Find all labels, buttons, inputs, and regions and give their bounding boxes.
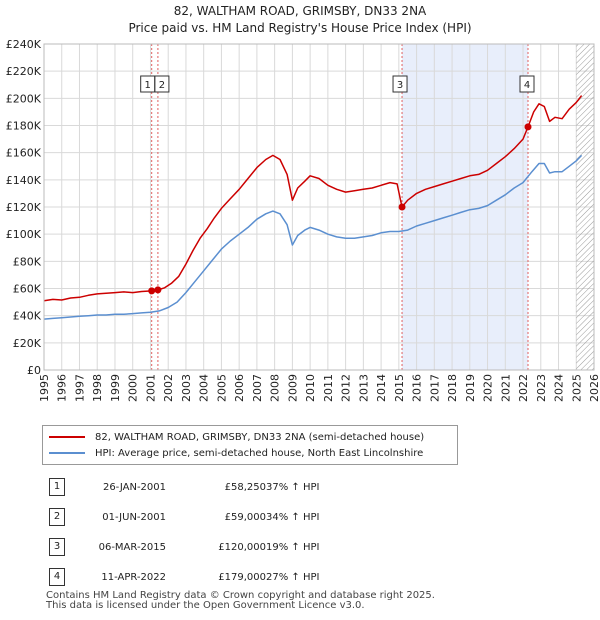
x-tick-label: 1999: [109, 374, 122, 402]
sale-number-badge: 1: [49, 478, 65, 496]
table-row: 4 11-APR-2022 £179,000 27% ↑ HPI: [38, 562, 366, 592]
x-tick-label: 2022: [517, 374, 530, 402]
x-tick-label: 2020: [482, 374, 495, 402]
x-tick-label: 2006: [233, 374, 246, 402]
sale-hpi-change: 37% ↑ HPI: [266, 481, 320, 493]
legend: 82, WALTHAM ROAD, GRIMSBY, DN33 2NA (sem…: [42, 425, 458, 465]
x-tick-label: 2012: [340, 374, 353, 402]
price-chart: 1 2 3 4 £0 £20K £40K £60K £80K £100K £120K £140K £16…: [6, 38, 600, 402]
sale-hpi-change: 27% ↑ HPI: [266, 571, 320, 583]
table-row: 1 26-JAN-2001 £58,250 37% ↑ HPI: [38, 472, 366, 502]
chart-subtitle: Price paid vs. HM Land Registry's House …: [128, 21, 472, 35]
sale-price: £58,250: [224, 481, 266, 493]
sale-hpi-change: 34% ↑ HPI: [266, 511, 320, 523]
y-tick-label: £240K: [6, 38, 42, 51]
x-tick-label: 2026: [588, 374, 600, 402]
y-tick-label: £180K: [6, 120, 42, 133]
legend-label-property: 82, WALTHAM ROAD, GRIMSBY, DN33 2NA (sem…: [95, 431, 425, 443]
x-tick-label: 2025: [570, 374, 583, 402]
sale-number-badge: 4: [49, 568, 65, 586]
x-tick-label: 2014: [375, 374, 388, 402]
x-tick-label: 2010: [304, 374, 317, 402]
y-tick-label: £140K: [6, 174, 42, 187]
x-tick-label: 1998: [91, 374, 104, 402]
y-tick-label: £20K: [13, 337, 42, 350]
x-tick-label: 2013: [357, 374, 370, 402]
x-tick-label: 1997: [73, 374, 86, 402]
sale-date: 26-JAN-2001: [102, 481, 166, 493]
footer-copyright: Contains HM Land Registry data © Crown c…: [46, 590, 435, 601]
sale-label-box: [519, 75, 535, 93]
x-tick-label: 2002: [162, 374, 175, 402]
x-tick-label: 2015: [393, 374, 406, 402]
sale-point: [154, 286, 162, 294]
x-tick-label: 2000: [127, 374, 140, 402]
plot-frame: [43, 43, 595, 371]
y-tick-label: £60K: [13, 283, 42, 296]
property-series-line: [43, 95, 583, 302]
x-tick-label: 2003: [180, 374, 193, 402]
x-tick-label: 2016: [411, 374, 424, 402]
sale-label-number: 3: [397, 80, 403, 91]
table-row: 3 06-MAR-2015 £120,000 19% ↑ HPI: [38, 532, 366, 562]
sale-date: 06-MAR-2015: [98, 541, 166, 553]
sale-label-number: 4: [524, 80, 530, 91]
sale-point: [398, 203, 406, 211]
sale-date: 11-APR-2022: [101, 571, 166, 583]
sale-price: £179,000: [218, 571, 266, 583]
sale-hpi-change: 19% ↑ HPI: [266, 541, 320, 553]
x-tick-label: 2019: [464, 374, 477, 402]
x-tick-label: 2007: [251, 374, 264, 402]
table-row: 2 01-JUN-2001 £59,000 34% ↑ HPI: [38, 502, 366, 532]
forecast-hatch: [576, 44, 594, 370]
sale-label-number: 1: [145, 80, 151, 91]
x-tick-label: 2005: [215, 374, 228, 402]
y-tick-label: £120K: [6, 201, 42, 214]
legend-swatch-hpi: [49, 452, 85, 454]
sale-point: [148, 287, 156, 295]
sales-table: 1 26-JAN-2001 £58,250 37% ↑ HPI 2 01-JUN…: [38, 472, 366, 592]
x-tick-label: 1996: [56, 374, 69, 402]
legend-item-property: 82, WALTHAM ROAD, GRIMSBY, DN33 2NA (sem…: [49, 429, 424, 445]
footer-licence: This data is licensed under the Open Gov…: [46, 600, 365, 611]
x-tick-label: 2001: [144, 374, 157, 402]
x-tick-label: 2018: [446, 374, 459, 402]
x-tick-label: 2004: [198, 374, 211, 402]
y-tick-label: £80K: [13, 255, 42, 268]
sale-number-badge: 2: [49, 508, 65, 526]
footer: Contains HM Land Registry data © Crown c…: [46, 591, 435, 611]
sale-date: 01-JUN-2001: [102, 511, 166, 523]
sale-label-box: [392, 75, 408, 93]
y-tick-label: £100K: [6, 228, 42, 241]
sale-number-badge: 3: [49, 538, 65, 556]
y-tick-label: £160K: [6, 147, 42, 160]
y-tick-label: £0: [27, 364, 41, 377]
legend-item-hpi: HPI: Average price, semi-detached house,…: [49, 445, 423, 461]
hpi-series-line: [43, 154, 583, 320]
sale-label-box: [154, 75, 170, 93]
chart-title: 82, WALTHAM ROAD, GRIMSBY, DN33 2NA: [173, 4, 427, 18]
x-tick-label: 2009: [286, 374, 299, 402]
sale-point: [524, 123, 532, 131]
y-tick-label: £220K: [6, 65, 42, 78]
sale-label-number: 2: [159, 80, 165, 91]
x-tick-label: 2011: [322, 374, 335, 402]
sale-price: £120,000: [218, 541, 266, 553]
x-tick-label: 2021: [499, 374, 512, 402]
y-tick-label: £200K: [6, 92, 42, 105]
sale-price: £59,000: [224, 511, 266, 523]
legend-swatch-property: [49, 436, 85, 438]
y-tick-label: £40K: [13, 310, 42, 323]
x-tick-label: 2008: [269, 374, 282, 402]
x-tick-label: 1995: [38, 374, 51, 402]
legend-label-hpi: HPI: Average price, semi-detached house,…: [95, 447, 424, 459]
x-tick-label: 2023: [535, 374, 548, 402]
x-tick-label: 2024: [553, 374, 566, 402]
x-tick-label: 2017: [428, 374, 441, 402]
